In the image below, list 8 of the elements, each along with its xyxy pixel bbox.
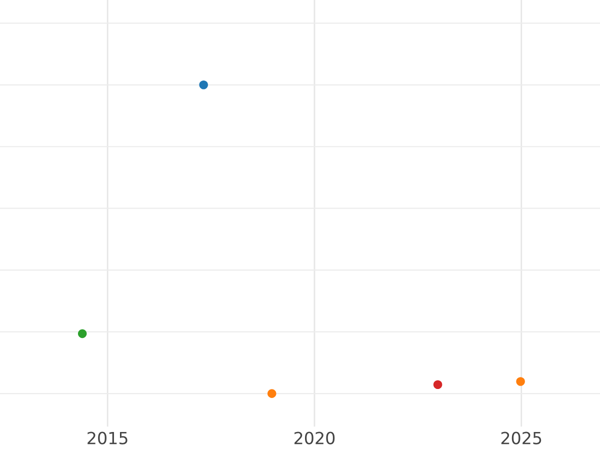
- x-tick-label: 2020: [294, 432, 335, 444]
- point: [433, 380, 442, 390]
- point: [267, 389, 276, 398]
- x-tick-label: 2025: [501, 432, 542, 444]
- point: [516, 377, 525, 386]
- point: [199, 80, 208, 90]
- x-tick-label: 2015: [88, 432, 128, 444]
- point: [78, 329, 87, 338]
